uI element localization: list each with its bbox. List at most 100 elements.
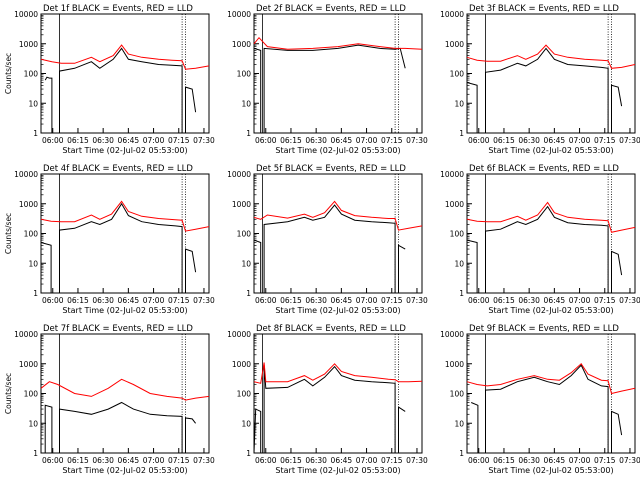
x-tick-label: 07:15	[168, 296, 190, 305]
events-series-line	[253, 204, 406, 294]
plot-frame	[40, 173, 210, 294]
x-axis-label: Start Time (02-Jul-02 05:53:00)	[488, 306, 613, 315]
lld-series-line	[40, 378, 210, 401]
lld-series-line	[466, 44, 636, 69]
x-tick-label: 06:45	[544, 296, 566, 305]
x-tick-label: 07:15	[168, 456, 190, 465]
y-tick-label: 10000	[440, 330, 464, 339]
y-tick-label: 10000	[440, 10, 464, 19]
x-tick-label: 06:45	[118, 296, 140, 305]
x-tick-label: 07:30	[406, 296, 428, 305]
y-tick-label: 1000	[19, 40, 38, 49]
y-tick-label: 1	[459, 449, 464, 458]
x-tick-label: 06:45	[544, 136, 566, 145]
y-tick-label: 100	[450, 70, 465, 79]
x-tick-label: 07:15	[381, 136, 403, 145]
x-tick-label: 06:15	[67, 456, 89, 465]
y-tick-label: 1	[459, 129, 464, 138]
events-series-line	[44, 401, 196, 454]
detector-panel: 1 10 100 1000 10000 06:00 06:15 06:30 06:45 07:00…	[227, 324, 428, 475]
events-series-line	[44, 47, 197, 134]
x-axis-label: Start Time (02-Jul-02 05:53:00)	[275, 306, 400, 315]
y-tick-label: 10000	[14, 10, 38, 19]
x-tick-label: 07:30	[193, 296, 215, 305]
lld-series-line	[40, 44, 210, 70]
plot-title: Det 4f BLACK = Events, RED = LLD	[43, 164, 193, 174]
y-tick-label: 1	[459, 289, 464, 298]
lld-series-line	[253, 36, 423, 50]
y-tick-label: 100	[450, 390, 465, 399]
y-tick-label: 10000	[227, 330, 251, 339]
x-tick-label: 06:00	[42, 296, 64, 305]
x-tick-label: 06:45	[118, 136, 140, 145]
y-tick-label: 1000	[232, 360, 251, 369]
y-tick-label: 1000	[445, 360, 464, 369]
x-tick-label: 07:00	[143, 296, 165, 305]
x-tick-label: 07:15	[381, 456, 403, 465]
x-tick-label: 06:15	[67, 136, 89, 145]
x-tick-label: 07:30	[193, 456, 215, 465]
x-tick-label: 06:45	[118, 456, 140, 465]
y-tick-label: 10000	[14, 330, 38, 339]
x-tick-label: 06:15	[67, 296, 89, 305]
x-axis-label: Start Time (02-Jul-02 05:53:00)	[62, 306, 187, 315]
lld-series-line	[466, 363, 636, 395]
x-tick-label: 06:30	[92, 296, 114, 305]
x-tick-label: 07:30	[193, 136, 215, 145]
x-tick-label: 07:15	[594, 296, 616, 305]
x-tick-label: 06:00	[42, 456, 64, 465]
detector-panel: 1 10 100 1000 10000 06:00 06:15 06:30 06:45 07:00…	[440, 324, 640, 475]
y-tick-label: 100	[24, 230, 39, 239]
x-tick-label: 07:00	[143, 456, 165, 465]
plot-frame	[253, 333, 423, 454]
plot-frame	[253, 173, 423, 294]
y-axis-label: Counts/sec	[4, 373, 13, 414]
plot-title: Det 3f BLACK = Events, RED = LLD	[469, 4, 619, 14]
y-tick-label: 100	[237, 390, 252, 399]
x-tick-label: 07:00	[569, 136, 591, 145]
x-tick-label: 07:00	[356, 136, 378, 145]
y-tick-label: 10000	[227, 10, 251, 19]
plot-frame	[40, 333, 210, 454]
plot-frame	[466, 173, 636, 294]
detector-panel: 1 10 100 1000 10000 06:00 06:15 06:30 06:45 07:00…	[440, 4, 640, 155]
plot-title: Det 7f BLACK = Events, RED = LLD	[43, 324, 193, 334]
detector-panel: 1 10 100 1000 10000 06:00 06:15 06:30 06:45 07:00…	[440, 164, 640, 315]
x-tick-label: 07:30	[619, 136, 640, 145]
x-tick-label: 06:30	[518, 136, 540, 145]
y-tick-label: 1	[246, 449, 251, 458]
y-tick-label: 10	[241, 419, 251, 428]
lld-series-line	[40, 200, 210, 232]
x-tick-label: 06:15	[280, 456, 302, 465]
events-series-line	[253, 365, 406, 454]
y-tick-label: 10	[241, 259, 251, 268]
x-axis-label: Start Time (02-Jul-02 05:53:00)	[62, 146, 187, 155]
y-tick-label: 1000	[232, 200, 251, 209]
events-series-line	[471, 364, 623, 454]
y-tick-label: 1	[246, 289, 251, 298]
x-tick-label: 06:15	[493, 296, 515, 305]
y-tick-label: 1	[33, 289, 38, 298]
detector-panel: 1 10 100 1000 10000 06:00 06:15 06:30 06:45 07:00…	[4, 324, 215, 475]
x-tick-label: 06:45	[331, 456, 353, 465]
x-tick-label: 07:00	[356, 296, 378, 305]
x-tick-label: 07:15	[381, 296, 403, 305]
y-tick-label: 10000	[440, 170, 464, 179]
x-tick-label: 07:15	[594, 456, 616, 465]
detector-panel: 1 10 100 1000 10000 06:00 06:15 06:30 06:45 07:00…	[4, 164, 215, 315]
y-tick-label: 1	[33, 129, 38, 138]
detector-panel: 1 10 100 1000 10000 06:00 06:15 06:30 06:45 07:00…	[227, 164, 428, 315]
x-axis-label: Start Time (02-Jul-02 05:53:00)	[62, 466, 187, 475]
x-tick-label: 06:30	[305, 296, 327, 305]
x-tick-label: 06:45	[331, 296, 353, 305]
x-tick-label: 07:30	[406, 136, 428, 145]
y-tick-label: 1	[246, 129, 251, 138]
y-axis-label: Counts/sec	[4, 213, 13, 254]
y-tick-label: 100	[237, 70, 252, 79]
y-tick-label: 100	[450, 230, 465, 239]
x-tick-label: 06:00	[468, 136, 490, 145]
events-series-line	[466, 205, 623, 294]
y-tick-label: 1	[33, 449, 38, 458]
x-tick-label: 06:30	[92, 456, 114, 465]
plot-frame	[253, 13, 423, 134]
